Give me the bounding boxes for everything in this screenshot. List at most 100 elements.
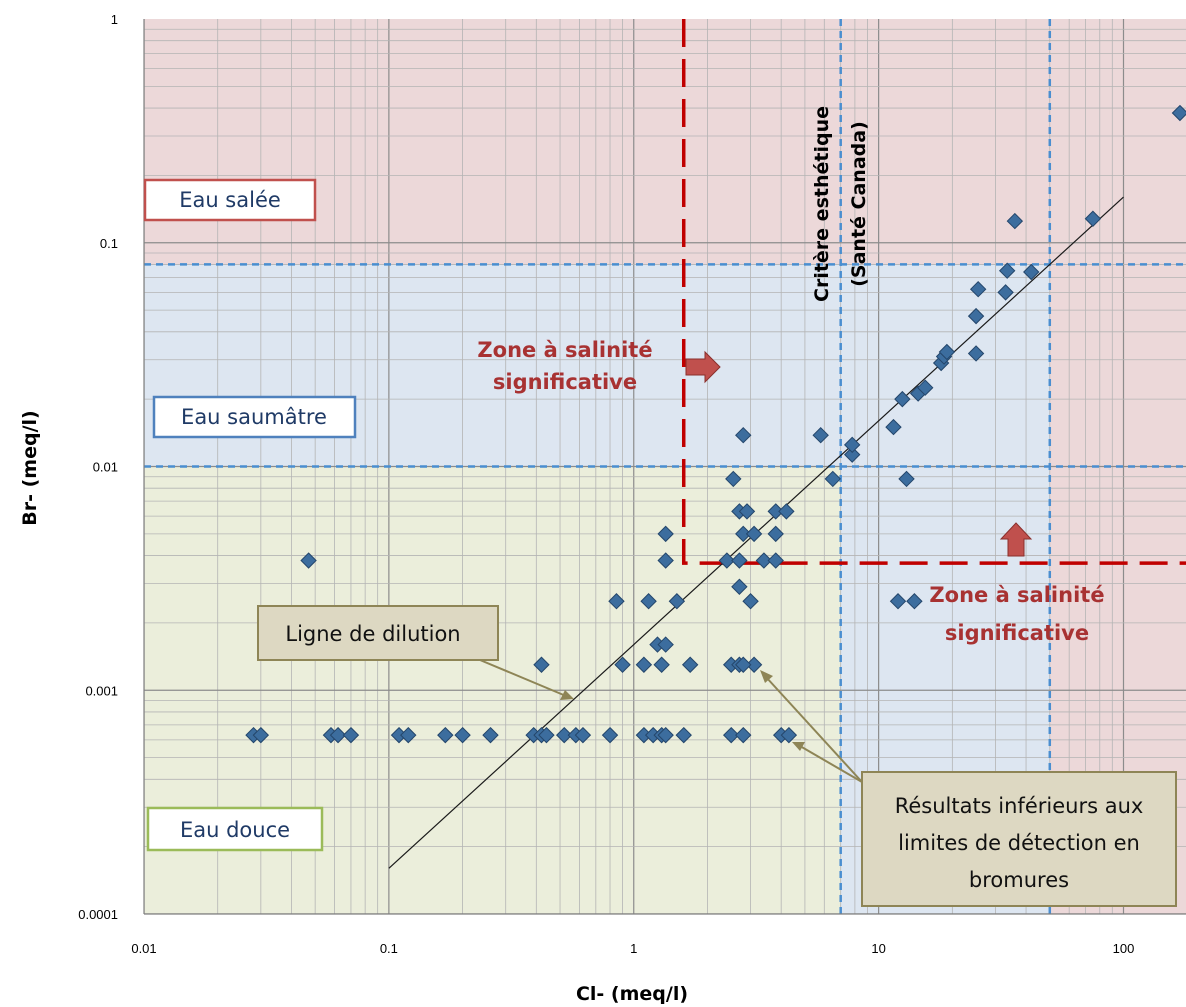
right-arrow-icon — [685, 350, 721, 384]
data-point — [778, 503, 795, 520]
data-point — [400, 726, 417, 744]
data-point — [755, 552, 773, 569]
data-point — [608, 593, 625, 610]
x-tick-label: 0.1 — [380, 941, 398, 956]
data-point — [653, 656, 670, 673]
data-point — [917, 379, 934, 396]
data-point — [329, 726, 347, 744]
x-tick-label: 100 — [1113, 941, 1135, 956]
y-tick-label: 0.0001 — [78, 907, 118, 922]
label-eau-saumatre-text: Eau saumâtre — [181, 405, 327, 429]
data-point — [1171, 104, 1186, 122]
x-tick-label: 0.01 — [131, 941, 156, 956]
data-point — [735, 525, 752, 543]
data-point — [843, 446, 861, 463]
data-point — [735, 726, 752, 744]
data-point — [731, 552, 748, 569]
data-point — [889, 593, 907, 610]
y-axis-title: Br- (meq/l) — [19, 410, 41, 525]
criterion-label-line1: Critère esthétique — [811, 106, 833, 302]
data-point — [1023, 263, 1040, 281]
data-point — [812, 426, 829, 444]
data-point — [742, 593, 759, 610]
data-point — [555, 726, 573, 744]
y-tick-label: 0.01 — [93, 460, 118, 475]
detection-callout-line2: limites de détection en — [898, 831, 1140, 855]
label-eau-salee-text: Eau salée — [179, 188, 281, 212]
data-point — [997, 284, 1014, 301]
data-point — [657, 552, 674, 569]
data-point — [767, 552, 784, 569]
data-point — [745, 525, 763, 543]
detection-callout-line1: Résultats inférieurs aux — [895, 794, 1144, 818]
detection-callout-line3: bromures — [969, 868, 1069, 892]
data-point — [252, 726, 270, 744]
label-eau-salee: Eau salée — [143, 178, 317, 222]
criterion-label-line2: (Santé Canada) — [848, 121, 870, 287]
data-point — [437, 726, 454, 744]
data-point — [745, 656, 763, 673]
data-point — [538, 726, 555, 744]
data-point — [998, 262, 1016, 279]
data-point — [574, 726, 592, 744]
zone-label-upper-line2: significative — [493, 370, 637, 394]
data-point — [657, 636, 674, 653]
data-point — [657, 726, 674, 744]
data-point — [681, 656, 699, 673]
data-point — [885, 418, 902, 436]
dilution-callout: Ligne de dilution — [257, 605, 574, 700]
data-point — [342, 726, 360, 744]
axes — [143, 19, 1186, 915]
data-point — [824, 470, 842, 488]
data-point — [967, 345, 985, 362]
data-point — [843, 436, 861, 454]
zone-label-lower-line1: Zone à salinité — [929, 583, 1104, 607]
data-point — [767, 525, 784, 543]
data-point — [735, 426, 752, 444]
data-point — [898, 470, 915, 488]
data-point — [1006, 212, 1024, 230]
tick-labels: 0.01 0.1 1 10 100 0.0001 0.001 0.01 0.1 1 — [78, 12, 1134, 956]
data-point — [300, 552, 317, 569]
label-eau-douce: Eau douce — [146, 806, 324, 852]
zone-label-lower-line2: significative — [945, 621, 1089, 645]
data-point — [635, 656, 653, 673]
data-points — [245, 104, 1186, 744]
x-tick-label: 1 — [630, 941, 637, 956]
data-point — [482, 726, 499, 744]
data-point — [1084, 210, 1102, 227]
data-point — [735, 656, 752, 673]
data-point — [894, 390, 911, 408]
x-tick-label: 10 — [871, 941, 885, 956]
label-eau-douce-text: Eau douce — [180, 818, 290, 842]
data-point — [533, 656, 550, 673]
data-point — [722, 726, 740, 744]
dilution-callout-text: Ligne de dilution — [285, 622, 460, 646]
data-point — [967, 307, 985, 325]
data-point — [780, 726, 798, 744]
reference-lines — [144, 19, 1186, 914]
data-point — [640, 593, 657, 610]
data-point — [675, 726, 692, 744]
label-eau-saumatre: Eau saumâtre — [152, 395, 357, 439]
data-point — [614, 656, 631, 673]
data-point — [969, 280, 987, 298]
y-tick-label: 0.1 — [100, 236, 118, 251]
data-point — [906, 593, 923, 610]
data-point — [938, 343, 956, 361]
data-point — [657, 525, 674, 543]
data-point — [601, 726, 619, 744]
data-point — [738, 503, 756, 520]
significant-salinity-boundary — [681, 19, 1186, 565]
data-point — [668, 593, 686, 610]
x-axis-title: Cl- (meq/l) — [576, 983, 688, 1005]
data-point — [454, 726, 471, 744]
y-tick-label: 1 — [111, 12, 118, 27]
up-arrow-icon — [999, 522, 1033, 557]
data-point — [725, 470, 742, 488]
data-point — [718, 552, 736, 569]
detection-callout: Résultats inférieurs aux limites de déte… — [760, 670, 1177, 907]
zone-label-upper-line1: Zone à salinité — [477, 338, 652, 362]
y-tick-label: 0.001 — [85, 683, 118, 698]
